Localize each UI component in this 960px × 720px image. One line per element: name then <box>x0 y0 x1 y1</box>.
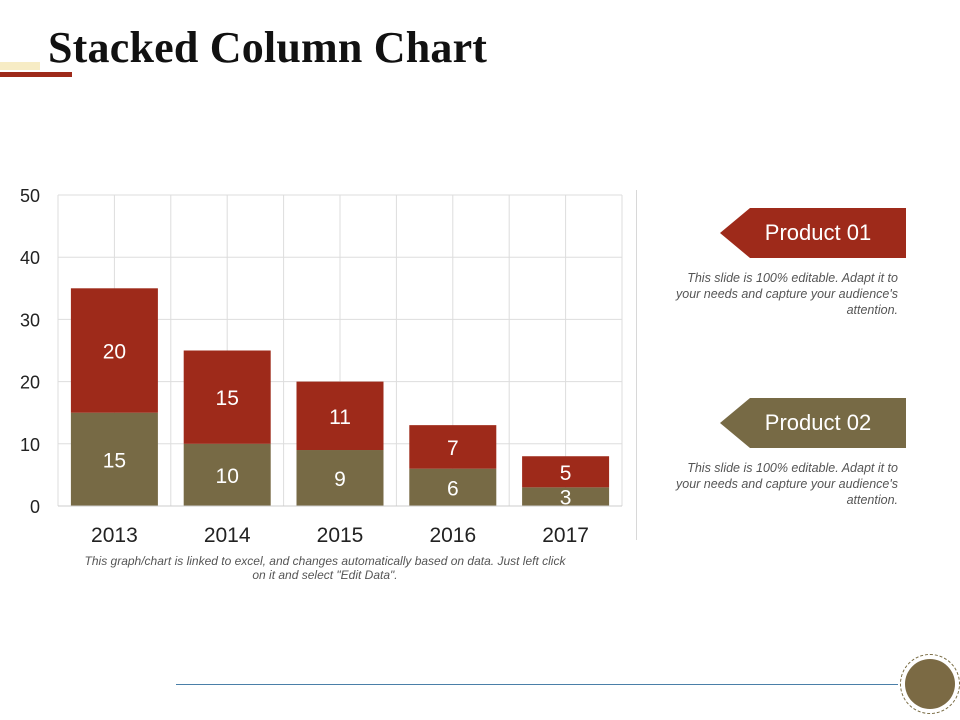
legend-product-02-label: Product 02 <box>764 410 872 435</box>
y-tick-label: 20 <box>20 373 40 393</box>
y-tick-label: 50 <box>20 186 40 206</box>
y-tick-label: 30 <box>20 310 40 330</box>
bar-segment <box>183 443 271 506</box>
x-tick-label: 2013 <box>91 524 138 547</box>
chart-note: This graph/chart is linked to excel, and… <box>84 554 566 582</box>
legend-product-02-description: This slide is 100% editable. Adapt it to… <box>676 461 898 507</box>
x-tick-label: 2017 <box>542 524 589 547</box>
data-label: 15 <box>216 387 239 410</box>
footer-badge <box>905 659 955 709</box>
x-tick-label: 2015 <box>317 524 364 547</box>
stacked-column-chart[interactable]: 0 10 20 30 40 50 15 20 2013 10 15 2014 9 11 2015 6 7 2016… <box>0 180 640 560</box>
title-accent-red <box>0 72 72 77</box>
legend-product-01[interactable]: Product 01 <box>720 208 906 258</box>
title-accent-cream <box>0 62 40 70</box>
chart-divider <box>636 190 637 540</box>
bar-segment <box>70 412 158 506</box>
footer-line <box>176 684 898 685</box>
y-tick-label: 40 <box>20 248 40 268</box>
bar-segment <box>183 350 271 444</box>
data-label: 10 <box>216 465 239 488</box>
data-label: 6 <box>447 477 459 500</box>
bar-segment <box>522 456 610 488</box>
data-label: 5 <box>560 462 572 485</box>
bar-segment <box>296 450 384 506</box>
y-tick-label: 0 <box>30 497 40 517</box>
legend-product-02[interactable]: Product 02 <box>720 398 906 448</box>
data-label: 9 <box>334 468 346 491</box>
data-label: 15 <box>103 449 126 472</box>
bar-segment <box>409 425 497 469</box>
x-tick-label: 2016 <box>429 524 476 547</box>
bar-segment <box>296 381 384 451</box>
bar-segment <box>409 468 497 506</box>
data-label: 20 <box>103 341 126 364</box>
data-label: 3 <box>560 487 572 510</box>
bar-segment <box>522 487 610 506</box>
data-label: 7 <box>447 437 459 460</box>
page-title: Stacked Column Chart <box>48 23 488 72</box>
data-label: 11 <box>329 406 351 429</box>
bar-segment <box>70 288 158 413</box>
y-tick-label: 10 <box>20 435 40 455</box>
legend-product-01-description: This slide is 100% editable. Adapt it to… <box>676 271 898 317</box>
x-tick-label: 2014 <box>204 524 251 547</box>
legend-product-01-label: Product 01 <box>764 220 872 245</box>
